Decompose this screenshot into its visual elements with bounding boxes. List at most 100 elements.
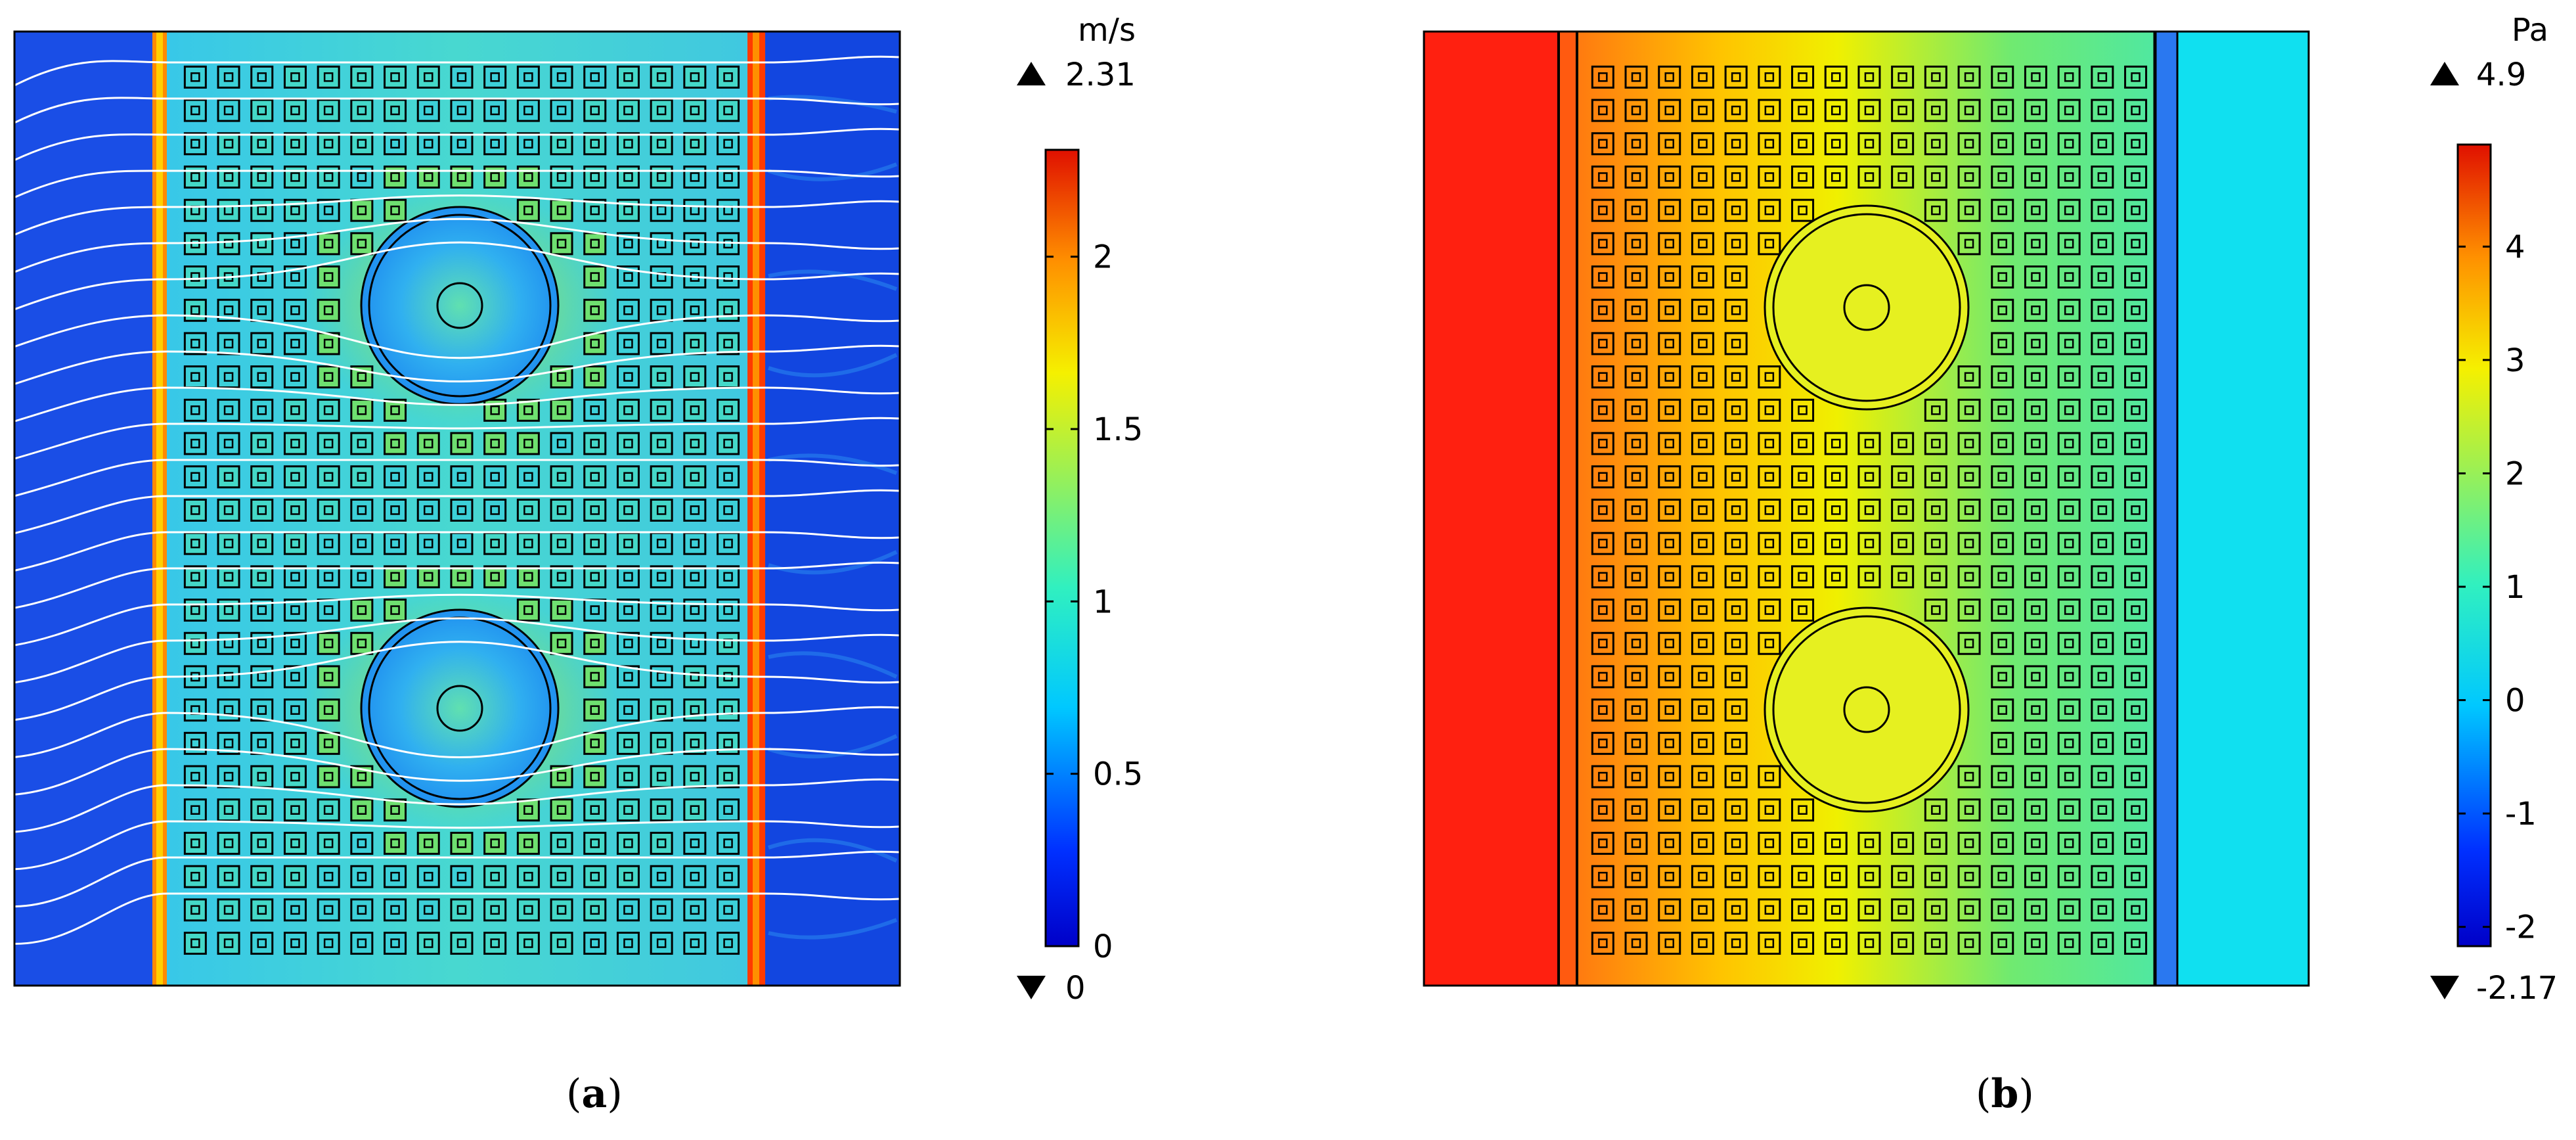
cell: [283, 498, 307, 522]
cell: [1991, 198, 2014, 222]
cell-core: [1964, 472, 1974, 482]
cell-core: [223, 538, 234, 549]
streamline: [14, 778, 900, 833]
cell: [1691, 132, 1714, 156]
cell-core: [1631, 705, 1641, 715]
cell: [450, 432, 474, 455]
cell: [2124, 698, 2148, 722]
cell-core: [2031, 639, 2041, 649]
colorbar-b-unit: Pa: [2512, 12, 2548, 49]
cell: [1624, 465, 1648, 489]
cell: [2057, 565, 2081, 589]
cell: [483, 532, 507, 555]
cell-core: [1664, 639, 1674, 649]
cell-core: [2097, 838, 2108, 848]
cell-core: [1664, 805, 1674, 815]
cell: [1824, 132, 1848, 156]
cell: [217, 165, 240, 189]
cell: [1624, 631, 1648, 655]
cell-core: [2097, 338, 2108, 349]
cell: [1891, 932, 1915, 955]
cell: [717, 532, 740, 555]
cell: [1624, 198, 1648, 222]
cell: [583, 599, 607, 622]
cell-core: [1598, 639, 1608, 649]
cell: [217, 398, 240, 422]
cell: [1691, 232, 1714, 256]
cell: [384, 465, 407, 489]
cell-core: [290, 338, 300, 349]
cell-core: [257, 572, 267, 582]
cell: [1991, 398, 2014, 422]
cell-core: [1698, 639, 1708, 649]
cell-core: [223, 405, 234, 415]
cell-core: [656, 306, 667, 315]
cell: [683, 132, 707, 156]
cell-core: [690, 172, 700, 182]
cell: [2057, 132, 2081, 156]
cell: [1624, 332, 1648, 355]
cell: [217, 831, 240, 855]
cell: [683, 198, 707, 222]
cell: [516, 932, 540, 955]
cell-core: [656, 871, 667, 882]
cell-core: [2064, 871, 2074, 882]
cell-core: [2131, 338, 2141, 349]
cell-core: [1698, 438, 1708, 449]
cell-core: [456, 139, 467, 148]
cell: [416, 565, 440, 589]
cell-core: [690, 306, 700, 315]
cell-core: [1764, 605, 1775, 615]
cell-core: [690, 105, 700, 116]
cell: [183, 65, 207, 89]
cell: [650, 398, 673, 422]
cell-core: [556, 472, 567, 482]
cell: [183, 599, 207, 622]
cell: [2024, 698, 2047, 722]
cell-core: [357, 572, 367, 582]
cell: [450, 465, 474, 489]
cell-core: [1997, 938, 2007, 948]
cell: [2024, 99, 2047, 122]
cell-core: [2064, 72, 2074, 82]
cell-core: [257, 771, 267, 782]
cell-core: [1798, 205, 1808, 216]
cell: [1591, 831, 1614, 855]
cell: [1758, 198, 1781, 222]
cell-core: [523, 805, 533, 815]
cell-core: [1664, 771, 1674, 782]
cell-core: [1698, 605, 1708, 615]
cell: [1991, 731, 2014, 755]
cell: [1791, 398, 1815, 422]
cell: [183, 165, 207, 189]
cell: [317, 831, 340, 855]
cell-core: [223, 739, 234, 748]
cell-core: [1631, 172, 1641, 182]
cell-core: [2064, 705, 2074, 715]
cell: [2024, 298, 2047, 322]
cell: [650, 465, 673, 489]
cell: [583, 932, 607, 955]
cell: [2091, 498, 2114, 522]
cell: [550, 232, 573, 256]
cell: [717, 265, 740, 289]
cell-core: [323, 338, 334, 349]
cell: [283, 798, 307, 822]
cell-core: [323, 239, 334, 249]
cell: [1758, 599, 1781, 622]
cell-core: [1664, 838, 1674, 848]
cell: [1957, 232, 1981, 256]
cell: [616, 665, 640, 689]
cell-core: [1964, 372, 1974, 382]
cell: [2124, 365, 2148, 389]
cell: [350, 865, 374, 888]
cell: [350, 831, 374, 855]
cell: [1991, 165, 2014, 189]
cell: [283, 432, 307, 455]
cell-core: [2064, 572, 2074, 582]
cell: [1891, 99, 1915, 122]
cell: [1591, 932, 1614, 955]
cell-core: [1764, 205, 1775, 216]
cell-core: [1964, 639, 1974, 649]
